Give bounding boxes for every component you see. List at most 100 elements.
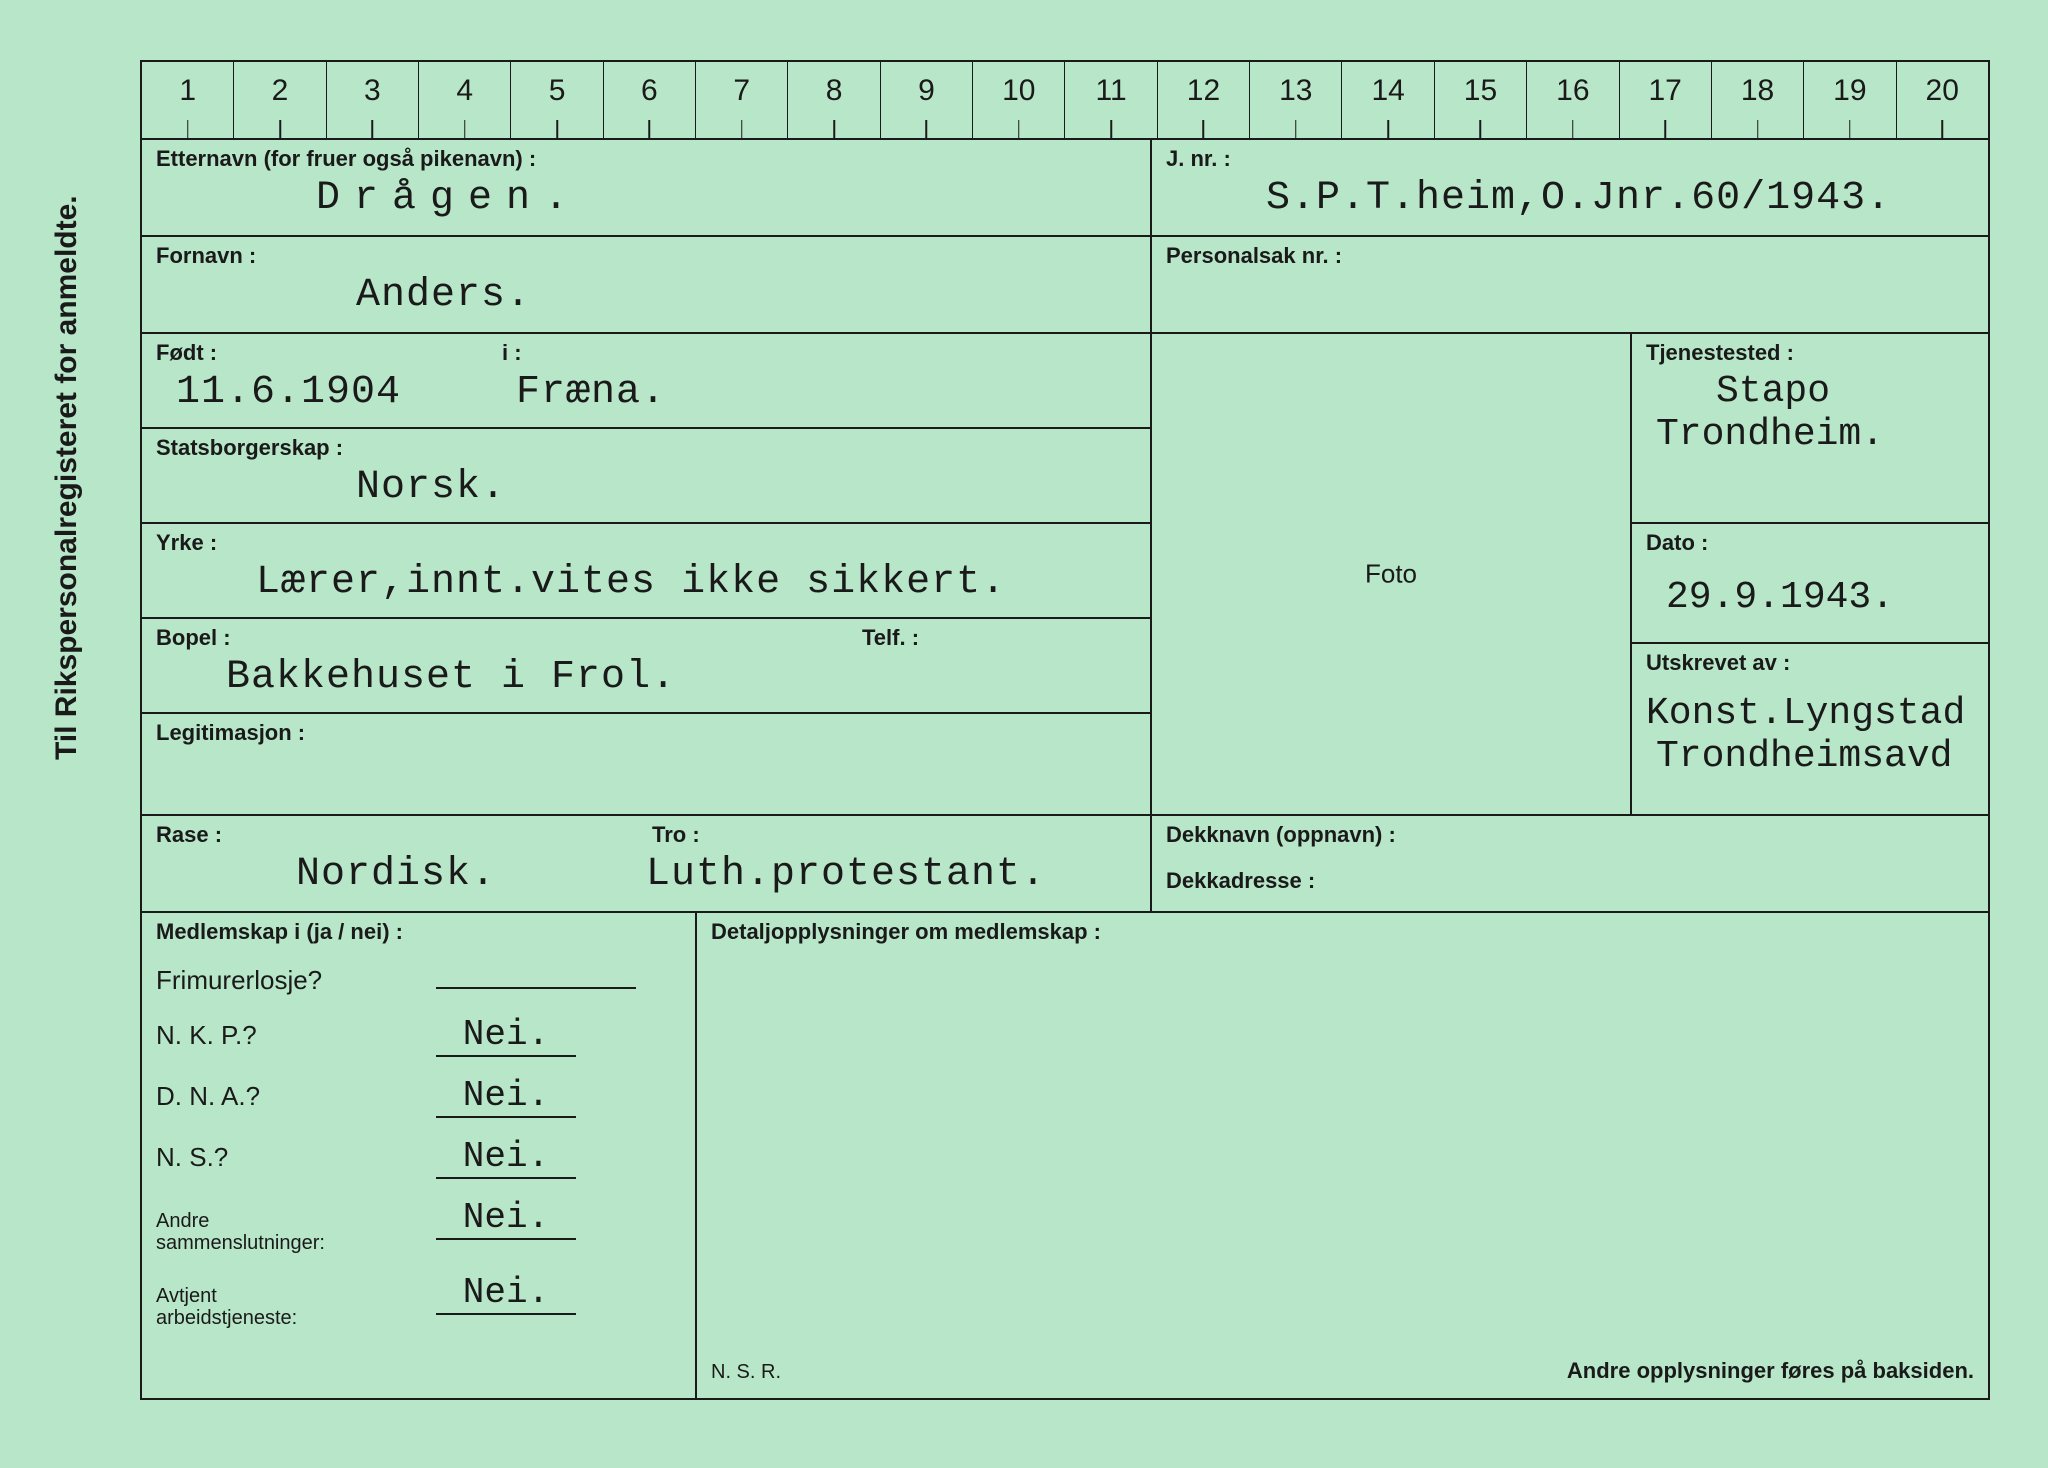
value-etternavn: Drågen. xyxy=(156,176,582,221)
value-jnr: S.P.T.heim,O.Jnr.60/1943. xyxy=(1166,176,1891,221)
ruler-cell: 8 xyxy=(788,62,880,138)
cell-yrke: Yrke : Lærer,innt.vites ikke sikkert. xyxy=(142,524,1150,619)
label-dekknavn: Dekknavn (oppnavn) : xyxy=(1166,822,1974,848)
ruler-cell: 7 xyxy=(696,62,788,138)
label-fodt: Født : xyxy=(156,340,1136,366)
ruler-num: 10 xyxy=(1002,74,1035,108)
label-dato: Dato : xyxy=(1646,530,1974,556)
label-fornavn: Fornavn : xyxy=(156,243,1136,269)
value-yrke: Lærer,innt.vites ikke sikkert. xyxy=(156,560,1006,605)
form-grid: Etternavn (for fruer også pikenavn) : Dr… xyxy=(140,140,1990,1400)
cell-utskrevet: Utskrevet av : Konst.Lyngstad Trondheims… xyxy=(1632,644,1988,814)
value-dato: 29.9.1943. xyxy=(1646,576,1974,619)
ruler-num: 13 xyxy=(1279,74,1312,108)
label-frimurerlosje: Frimurerlosje? xyxy=(156,965,436,996)
ruler-num: 17 xyxy=(1648,74,1681,108)
label-i: i : xyxy=(502,340,522,366)
value-fornavn: Anders. xyxy=(156,273,531,318)
row-fornavn: Fornavn : Anders. Personalsak nr. : xyxy=(142,237,1988,334)
ruler-cell: 2 xyxy=(234,62,326,138)
cell-tjenestested: Tjenestested : Stapo Trondheim. xyxy=(1632,334,1988,524)
value-bopel: Bakkehuset i Frol. xyxy=(156,655,676,700)
ruler-num: 11 xyxy=(1096,74,1127,108)
row-main-block: Født : i : 11.6.1904 Fræna. Statsborgers… xyxy=(142,334,1988,816)
value-tjenestested1: Stapo xyxy=(1646,370,1974,413)
cell-etternavn: Etternavn (for fruer også pikenavn) : Dr… xyxy=(142,140,1152,235)
label-yrke: Yrke : xyxy=(156,530,1136,556)
ruler-cell: 12 xyxy=(1158,62,1250,138)
cell-legitimasjon: Legitimasjon : xyxy=(142,714,1150,814)
label-legitimasjon: Legitimasjon : xyxy=(156,720,1136,746)
label-andre: Andre sammenslutninger: xyxy=(156,1210,436,1254)
label-nkp: N. K. P.? xyxy=(156,1020,436,1051)
vertical-title: Til Rikspersonalregisteret for anmeldte. xyxy=(50,195,84,760)
value-fodt: 11.6.1904 xyxy=(156,370,496,415)
label-bopel: Bopel : xyxy=(156,625,1136,651)
ruler-cell: 13 xyxy=(1250,62,1342,138)
label-personalsak: Personalsak nr. : xyxy=(1166,243,1974,269)
cell-detalj: Detaljopplysninger om medlemskap : N. S.… xyxy=(697,913,1988,1398)
ruler-cell: 15 xyxy=(1435,62,1527,138)
cell-jnr: J. nr. : S.P.T.heim,O.Jnr.60/1943. xyxy=(1152,140,1988,235)
label-statsborgerskap: Statsborgerskap : xyxy=(156,435,1136,461)
label-jnr: J. nr. : xyxy=(1166,146,1974,172)
row-bottom: Medlemskap i (ja / nei) : Frimurerlosje?… xyxy=(142,913,1988,1398)
ruler-cell: 20 xyxy=(1897,62,1988,138)
value-frimurerlosje xyxy=(436,987,636,989)
ruler-cell: 11 xyxy=(1065,62,1157,138)
ruler-cell: 4 xyxy=(419,62,511,138)
label-ns: N. S.? xyxy=(156,1142,436,1173)
ruler-cell: 16 xyxy=(1527,62,1619,138)
cell-foto: Foto xyxy=(1152,334,1632,814)
label-avtjent: Avtjent arbeidstjeneste: xyxy=(156,1285,436,1329)
row-etternavn: Etternavn (for fruer også pikenavn) : Dr… xyxy=(142,140,1988,237)
cell-dekknavn: Dekknavn (oppnavn) : Dekkadresse : xyxy=(1152,816,1988,911)
registration-card: Til Rikspersonalregisteret for anmeldte.… xyxy=(40,40,2010,1430)
label-dna: D. N. A.? xyxy=(156,1081,436,1112)
value-dna: Nei. xyxy=(436,1075,576,1118)
value-andre: Nei. xyxy=(436,1197,576,1240)
ruler-num: 9 xyxy=(918,74,935,108)
label-rase: Rase : xyxy=(156,822,1136,848)
label-tjenestested: Tjenestested : xyxy=(1646,340,1974,366)
ruler-num: 15 xyxy=(1464,74,1497,108)
value-utskrevet1: Konst.Lyngstad xyxy=(1646,692,1974,735)
main-form: 1 2 3 4 5 6 7 8 9 10 11 12 13 14 15 16 1… xyxy=(140,60,1990,1410)
membership-nkp: N. K. P.? Nei. xyxy=(156,1014,681,1057)
cell-statsborgerskap: Statsborgerskap : Norsk. xyxy=(142,429,1150,524)
value-tjenestested2: Trondheim. xyxy=(1646,413,1974,456)
label-detalj: Detaljopplysninger om medlemskap : xyxy=(711,919,1974,945)
value-rase: Nordisk. xyxy=(156,852,646,897)
label-etternavn: Etternavn (for fruer også pikenavn) : xyxy=(156,146,1136,172)
left-column: Født : i : 11.6.1904 Fræna. Statsborgers… xyxy=(142,334,1152,814)
ruler-cell: 5 xyxy=(511,62,603,138)
label-utskrevet: Utskrevet av : xyxy=(1646,650,1974,676)
ruler-num: 4 xyxy=(456,74,473,108)
value-utskrevet2: Trondheimsavd xyxy=(1646,735,1974,778)
value-nkp: Nei. xyxy=(436,1014,576,1057)
value-ns: Nei. xyxy=(436,1136,576,1179)
ruler: 1 2 3 4 5 6 7 8 9 10 11 12 13 14 15 16 1… xyxy=(140,60,1990,140)
cell-personalsak: Personalsak nr. : xyxy=(1152,237,1988,332)
membership-dna: D. N. A.? Nei. xyxy=(156,1075,681,1118)
cell-fornavn: Fornavn : Anders. xyxy=(142,237,1152,332)
ruler-cell: 9 xyxy=(881,62,973,138)
ruler-num: 5 xyxy=(549,74,566,108)
ruler-cell: 18 xyxy=(1712,62,1804,138)
cell-medlemskap: Medlemskap i (ja / nei) : Frimurerlosje?… xyxy=(142,913,697,1398)
ruler-cell: 14 xyxy=(1342,62,1434,138)
membership-frimurer: Frimurerlosje? xyxy=(156,965,681,996)
ruler-cell: 3 xyxy=(327,62,419,138)
cell-rase-tro: Rase : Tro : Nordisk. Luth.protestant. xyxy=(142,816,1152,911)
membership-andre: Andre sammenslutninger: Nei. xyxy=(156,1197,681,1254)
ruler-cell: 6 xyxy=(604,62,696,138)
ruler-num: 8 xyxy=(826,74,843,108)
ruler-num: 6 xyxy=(641,74,658,108)
footer-note: Andre opplysninger føres på baksiden. xyxy=(1567,1358,1974,1384)
membership-avtjent: Avtjent arbeidstjeneste: Nei. xyxy=(156,1272,681,1329)
label-tro: Tro : xyxy=(652,822,700,848)
label-medlemskap: Medlemskap i (ja / nei) : xyxy=(156,919,681,945)
ruler-cell: 1 xyxy=(142,62,234,138)
value-avtjent: Nei. xyxy=(436,1272,576,1315)
membership-ns: N. S.? Nei. xyxy=(156,1136,681,1179)
